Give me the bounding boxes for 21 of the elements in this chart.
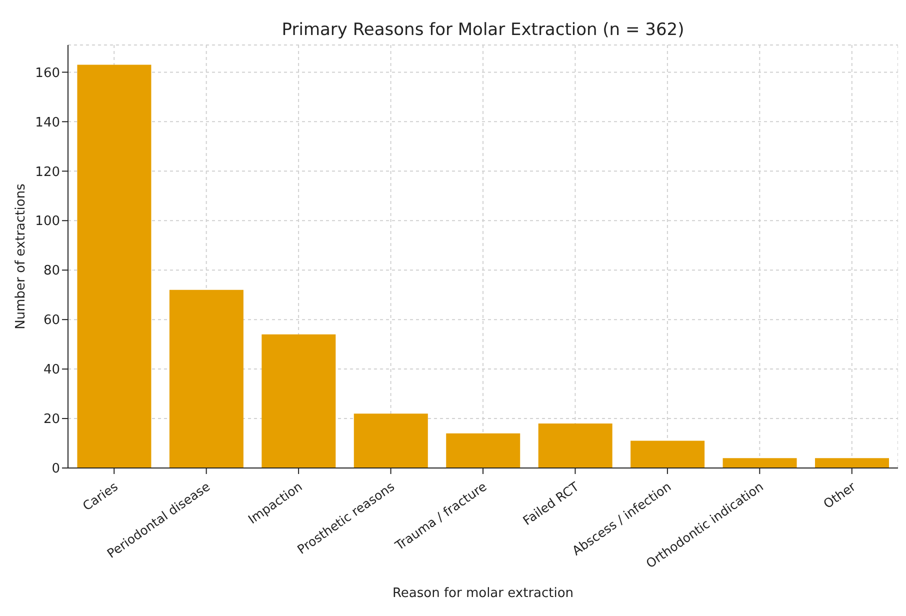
y-tick-label: 100 xyxy=(35,214,60,230)
y-tick-label: 160 xyxy=(35,66,60,81)
x-axis-title: Reason for molar extraction xyxy=(391,586,575,601)
bar xyxy=(262,334,336,468)
bar xyxy=(538,423,612,468)
bar xyxy=(354,414,428,468)
y-axis-title: Number of extractions xyxy=(14,183,29,330)
y-tick-label: 120 xyxy=(35,164,60,180)
bar xyxy=(815,458,889,468)
y-tick-label: 60 xyxy=(43,313,60,328)
chart-title: Primary Reasons for Molar Extraction (n = 362) xyxy=(280,20,686,40)
y-tick-label: 40 xyxy=(43,362,60,378)
bar xyxy=(446,433,520,468)
bar xyxy=(630,440,705,468)
y-tick-label: 80 xyxy=(43,264,60,279)
y-tick-label: 20 xyxy=(43,412,60,428)
bar xyxy=(169,290,244,468)
y-tick-label: 140 xyxy=(35,115,60,130)
bar xyxy=(77,64,152,468)
bar xyxy=(722,458,797,468)
y-tick-label: 0 xyxy=(52,462,60,477)
